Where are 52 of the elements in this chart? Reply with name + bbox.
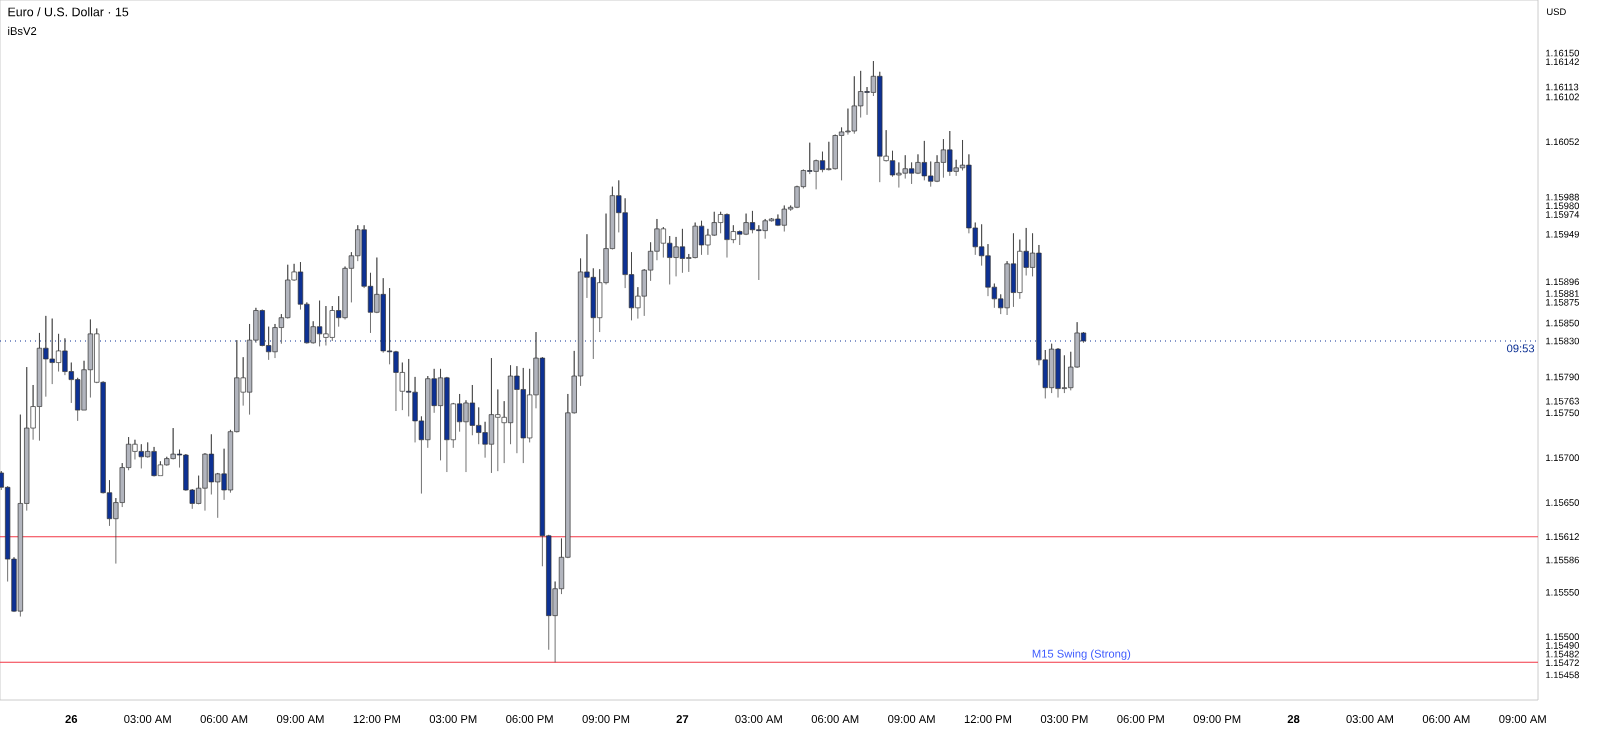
y-tick-label: 1.15763 [1546, 397, 1579, 405]
y-tick-label: 1.15830 [1546, 337, 1580, 345]
x-tick-label: 09:00 AM [276, 715, 324, 723]
x-tick-label: 27 [676, 715, 689, 723]
y-tick-label: 1.16113 [1546, 83, 1579, 91]
y-tick-label: 1.15881 [1546, 290, 1579, 297]
x-tick-label: 06:00 PM [1117, 715, 1164, 723]
x-tick-label: 06:00 AM [811, 715, 859, 723]
x-tick-label: 06:00 AM [1422, 715, 1470, 723]
x-tick-label: 12:00 PM [353, 715, 400, 723]
annotation: 09:53 [1507, 344, 1535, 353]
chart-title: Euro / U.S. Dollar · 15 [8, 7, 129, 17]
y-tick-label: 1.15482 [1546, 650, 1579, 658]
y-tick-label: 1.16102 [1546, 93, 1579, 101]
y-tick-label: 1.15790 [1546, 373, 1580, 381]
y-tick-label: 1.15500 [1546, 633, 1580, 641]
text: iBsV2 [8, 26, 37, 35]
y-tick-label: 1.15586 [1546, 556, 1579, 564]
y-tick-label: 1.15974 [1546, 211, 1580, 218]
y-tick-label: 1.15700 [1546, 454, 1580, 462]
x-tick-label: 03:00 AM [1346, 715, 1393, 723]
y-tick-label: 1.16150 [1546, 49, 1580, 57]
x-tick-label: 26 [65, 715, 78, 723]
x-tick-label: 12:00 PM [964, 715, 1012, 723]
y-tick-label: 1.15650 [1546, 499, 1580, 506]
y-tick-label: 1.16142 [1546, 58, 1579, 66]
x-tick-label: 03:00 AM [124, 715, 171, 723]
x-tick-label: 09:00 PM [1193, 715, 1241, 723]
y-tick-label: 1.15490 [1546, 642, 1580, 649]
y-tick-label: 1.15550 [1546, 588, 1580, 596]
x-tick-label: 09:00 PM [582, 715, 630, 723]
y-tick-label: 1.15612 [1546, 533, 1579, 540]
x-tick-label: 03:00 AM [735, 715, 782, 723]
x-tick-label: 03:00 PM [1040, 715, 1088, 723]
x-tick-label: 09:00 AM [888, 715, 935, 723]
y-axis-title: USD [1547, 8, 1566, 16]
y-tick-label: 1.16052 [1546, 138, 1579, 146]
y-tick-label: 1.15750 [1546, 409, 1580, 417]
x-tick-label: 28 [1287, 715, 1300, 723]
x-tick-label: 03:00 PM [429, 715, 477, 723]
x-tick-label: 06:00 PM [506, 715, 553, 723]
y-tick-label: 1.15896 [1546, 278, 1579, 286]
x-tick-label: 09:00 AM [1499, 715, 1546, 723]
annotation: M15 Swing (Strong) [1032, 649, 1131, 660]
y-tick-label: 1.15980 [1546, 202, 1580, 210]
y-tick-label: 1.15875 [1546, 298, 1579, 306]
y-tick-label: 1.15988 [1546, 193, 1579, 201]
y-tick-label: 1.15458 [1546, 671, 1579, 679]
y-tick-label: 1.15949 [1546, 230, 1579, 238]
y-tick-label: 1.15850 [1546, 319, 1580, 327]
x-tick-label: 06:00 AM [200, 715, 248, 723]
y-tick-label: 1.15472 [1546, 659, 1579, 667]
